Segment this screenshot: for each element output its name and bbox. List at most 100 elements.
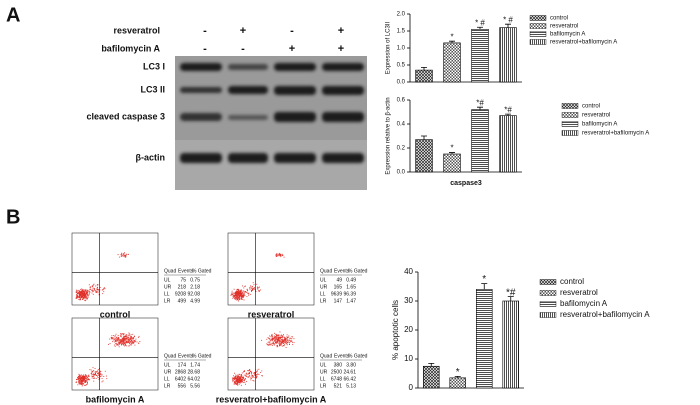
flow-dot <box>235 291 237 292</box>
flow-dot <box>235 376 237 378</box>
flow-dot <box>251 286 253 288</box>
flow-dot <box>83 289 85 291</box>
table-header: % Gated <box>348 353 368 359</box>
flow-dot <box>132 342 134 344</box>
flow-dot <box>87 292 89 294</box>
flow-dot <box>124 255 126 256</box>
flow-dot <box>276 335 278 337</box>
flow-dot <box>82 381 84 383</box>
flow-dot <box>238 373 240 375</box>
flow-dot <box>87 289 89 291</box>
flow-dot <box>82 375 84 377</box>
flow-dot <box>124 337 126 339</box>
flow-dot <box>83 379 85 380</box>
flow-dot <box>97 370 99 372</box>
flow-dot <box>80 296 82 298</box>
table-cell: 75 <box>180 277 186 283</box>
flow-dot <box>251 287 253 289</box>
flow-dot <box>84 296 86 298</box>
table-header: Events <box>334 268 350 274</box>
flow-dot <box>84 380 86 382</box>
flow-dot <box>276 341 278 343</box>
flow-dot <box>248 294 250 296</box>
flow-dot <box>244 370 246 372</box>
flow-dot <box>81 288 83 290</box>
flow-dot <box>284 338 286 340</box>
flow-dot <box>286 338 288 340</box>
flow-dot <box>277 337 279 339</box>
panel-letter: B <box>6 206 20 228</box>
legend-label: resveratrol+bafilomycin A <box>560 310 650 319</box>
flow-dot <box>81 292 82 294</box>
flow-dot <box>237 291 239 292</box>
flow-dot <box>125 254 127 256</box>
flow-dot <box>284 338 286 340</box>
flow-dot <box>276 254 278 256</box>
flow-dot <box>250 376 252 378</box>
flow-dot <box>233 294 234 296</box>
flow-dot <box>76 295 78 297</box>
flow-dot <box>83 296 85 298</box>
flow-dot <box>251 287 253 289</box>
flow-dot <box>236 295 238 297</box>
flow-dot <box>240 293 242 295</box>
flow-dot <box>76 291 78 293</box>
bar <box>502 300 519 389</box>
flow-dot <box>117 343 119 345</box>
flow-dot <box>115 337 117 339</box>
flow-dot <box>285 342 287 344</box>
bar <box>415 139 433 173</box>
flow-dot <box>95 373 96 375</box>
flow-dot <box>89 379 91 381</box>
flow-dot <box>271 338 273 340</box>
flow-dot <box>133 340 135 342</box>
flow-dot <box>78 378 79 380</box>
flow-dot <box>122 341 124 343</box>
flow-dot <box>239 376 241 378</box>
flow-dot <box>277 334 279 336</box>
flow-dot <box>231 290 233 292</box>
flow-dot <box>85 381 86 383</box>
flow-dot <box>80 296 82 297</box>
flow-dot <box>285 347 287 348</box>
flow-dot <box>283 334 284 336</box>
treatment-sign: + <box>338 25 344 37</box>
flow-dot <box>269 343 271 345</box>
flow-dot <box>86 382 88 383</box>
flow-dot <box>92 371 94 373</box>
flow-dot <box>235 378 237 380</box>
flow-dot <box>127 334 129 336</box>
flow-dot <box>85 378 87 380</box>
flow-dot <box>118 338 120 340</box>
flow-dot <box>133 335 135 337</box>
flow-dot <box>79 383 81 385</box>
flow-dot <box>83 295 85 297</box>
flow-dot <box>128 337 130 339</box>
flow-dot <box>279 252 281 254</box>
table-header: % Gated <box>348 268 368 274</box>
flow-dot <box>122 344 124 346</box>
flow-dot <box>289 341 291 343</box>
flow-dot <box>81 292 83 294</box>
table-cell: LL <box>164 291 170 297</box>
flow-dot <box>127 336 129 338</box>
flow-dot <box>108 343 110 345</box>
flow-dot <box>97 284 99 286</box>
flow-dot <box>81 296 83 298</box>
flow-dot <box>238 293 240 295</box>
flow-dot <box>251 378 253 379</box>
flow-dot <box>117 344 119 346</box>
flow-dot <box>274 332 275 334</box>
flow-dot <box>94 290 96 292</box>
flow-dot <box>240 380 242 382</box>
flow-dot <box>102 380 104 382</box>
flow-dot <box>121 341 123 343</box>
flow-dot <box>241 379 243 380</box>
flow-dot <box>91 285 93 287</box>
flow-dot <box>238 294 240 296</box>
flow-dot <box>293 342 295 344</box>
flow-dot <box>247 292 249 294</box>
flow-dot <box>77 376 79 378</box>
flow-dot <box>81 296 83 298</box>
